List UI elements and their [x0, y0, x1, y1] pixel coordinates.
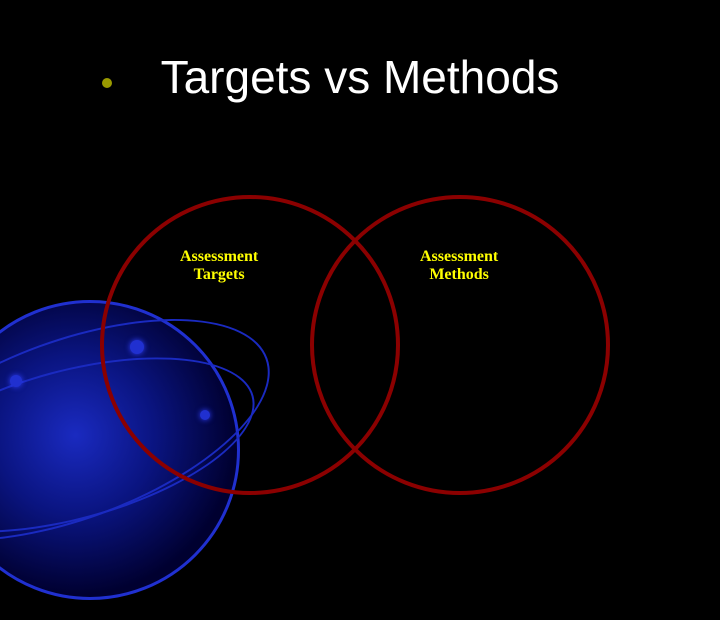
venn-diagram: [0, 150, 720, 540]
venn-label-targets: Assessment Targets: [180, 248, 258, 284]
venn-circle-methods: [310, 195, 610, 495]
venn-label-methods: Assessment Methods: [420, 248, 498, 284]
venn-label-methods-line2: Methods: [420, 266, 498, 284]
venn-label-targets-line2: Targets: [180, 266, 258, 284]
slide-title: Targets vs Methods: [0, 50, 720, 104]
venn-label-targets-line1: Assessment: [180, 248, 258, 266]
venn-label-methods-line1: Assessment: [420, 248, 498, 266]
